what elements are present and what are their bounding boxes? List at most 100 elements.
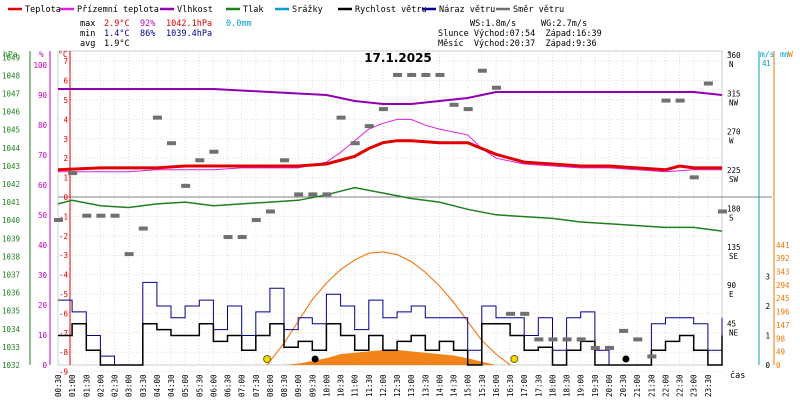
info-block: WS:1.8m/s WG:2.7m/s Slunce Východ:07:54 … <box>438 19 602 49</box>
deg-tick-label: 360 <box>727 51 741 60</box>
pct-tick-label: 30 <box>38 271 48 280</box>
c-tick-label: 2 <box>63 154 68 163</box>
stat-min-label: min <box>80 29 95 39</box>
deg-direction-label: SW <box>729 175 739 184</box>
stats-block: max 2.9°C 92% 1042.1hPa 0.0mm min 1.4°C … <box>80 19 252 49</box>
sun-marker <box>510 355 519 363</box>
hpa-tick-label: 1049 <box>2 53 20 62</box>
deg-tick-label: 135 <box>727 243 741 252</box>
x-tick-label: 07:00 <box>238 374 247 397</box>
stat-max-temp: 2.9°C <box>104 19 130 29</box>
wind-direction-mark <box>336 115 346 120</box>
w-tick-label: 392 <box>776 254 790 263</box>
x-tick-label: 03:30 <box>139 374 148 397</box>
wind-direction-mark <box>82 213 92 218</box>
x-tick-label: 12:30 <box>393 374 402 397</box>
ms-tick-label: 3 <box>765 273 770 282</box>
c-tick-label: -2 <box>59 232 68 241</box>
wind-direction-mark <box>477 68 487 73</box>
pct-tick-label: 50 <box>38 211 48 220</box>
x-tick-label: 04:30 <box>167 374 176 397</box>
c-tick-label: -3 <box>59 251 68 260</box>
wind-direction-mark <box>378 107 388 112</box>
stat-max-label: max <box>80 19 95 29</box>
chart-title: 17.1.2025 <box>364 51 432 65</box>
x-tick-label: 16:30 <box>506 374 515 397</box>
x-tick-label: 22:30 <box>676 374 685 397</box>
wind-direction-mark <box>251 217 261 222</box>
c-tick-label: -6 <box>59 309 69 318</box>
pct-tick-label: 10 <box>38 331 48 340</box>
hpa-tick-label: 1048 <box>2 71 21 80</box>
stat-avg-temp: 1.9°C <box>104 39 130 49</box>
hpa-tick-label: 1040 <box>2 216 21 225</box>
c-tick-label: 1 <box>63 174 68 183</box>
x-tick-label: 19:30 <box>591 374 600 397</box>
wind-direction-mark <box>548 337 558 342</box>
moon-marker <box>622 355 630 363</box>
x-tick-label: 00:30 <box>54 374 63 397</box>
x-tick-label: 15:00 <box>464 374 473 397</box>
deg-direction-label: NW <box>729 98 739 107</box>
deg-tick-label: 45 <box>727 320 736 329</box>
x-tick-label: 08:30 <box>280 374 289 397</box>
hpa-tick-label: 1042 <box>2 180 20 189</box>
wind-direction-mark <box>110 213 120 218</box>
legend-entry: Teplota <box>25 5 61 15</box>
hpa-tick-label: 1046 <box>2 108 21 117</box>
stat-max-hum: 92% <box>140 19 155 29</box>
hpa-tick-label: 1044 <box>2 144 21 153</box>
x-tick-label: 19:00 <box>577 374 586 397</box>
wind-direction-mark <box>463 107 473 112</box>
x-tick-label: 22:00 <box>661 374 670 397</box>
legend-entry: Náraz větru <box>439 5 495 15</box>
wind-direction-mark <box>520 311 530 316</box>
deg-direction-label: N <box>729 60 734 69</box>
wind-direction-mark <box>96 213 106 218</box>
x-tick-label: 17:30 <box>534 374 543 397</box>
stat-min-hum: 86% <box>140 29 155 39</box>
w-tick-label: 245 <box>776 294 790 303</box>
ms-axis-label: m/s <box>760 50 775 59</box>
deg-tick-label: 180 <box>727 204 741 213</box>
hpa-tick-label: 1033 <box>2 343 20 352</box>
x-tick-label: 21:00 <box>633 374 642 397</box>
wind-direction-mark <box>449 102 459 107</box>
ms-tick-label: 2 <box>765 302 770 311</box>
ms-tick-label: 0 <box>765 361 770 370</box>
wind-direction-mark <box>124 252 134 257</box>
wind-direction-mark <box>491 85 501 90</box>
hpa-tick-label: 1035 <box>2 307 20 316</box>
x-tick-label: 12:00 <box>379 374 388 397</box>
x-tick-label: 01:00 <box>68 374 77 397</box>
x-tick-label: 04:00 <box>153 374 162 397</box>
wind-direction-mark <box>294 192 304 197</box>
wind-direction-mark <box>718 209 727 214</box>
w-tick-label: 343 <box>776 267 790 276</box>
w-tick-label: 98 <box>776 334 786 343</box>
pct-tick-label: 40 <box>38 241 48 250</box>
hpa-tick-label: 1037 <box>2 271 20 280</box>
x-tick-label: 13:30 <box>421 374 430 397</box>
c-tick-label: 3 <box>63 135 68 144</box>
wind-direction-mark <box>562 337 572 342</box>
pct-tick-label: 100 <box>33 61 47 70</box>
stat-avg-label: avg <box>80 39 95 49</box>
wind-direction-mark <box>675 98 685 103</box>
ms-top-label: 4 <box>762 59 767 68</box>
wind-direction-mark <box>604 345 614 350</box>
ms-tick-label: 1 <box>765 332 770 341</box>
c-tick-label: -7 <box>59 329 68 338</box>
deg-tick-label: 315 <box>727 89 741 98</box>
x-tick-label: 09:00 <box>294 374 303 397</box>
wind-direction-mark <box>265 209 275 214</box>
stat-min-press: 1039.4hPa <box>166 29 212 39</box>
w-tick-label: 441 <box>776 241 790 250</box>
pct-tick-label: 0 <box>42 361 47 370</box>
c-tick-label: 4 <box>63 115 68 124</box>
x-tick-label: 15:30 <box>478 374 487 397</box>
wind-direction-mark <box>703 81 713 86</box>
wind-direction-mark <box>308 192 318 197</box>
hpa-tick-label: 1041 <box>2 198 20 207</box>
